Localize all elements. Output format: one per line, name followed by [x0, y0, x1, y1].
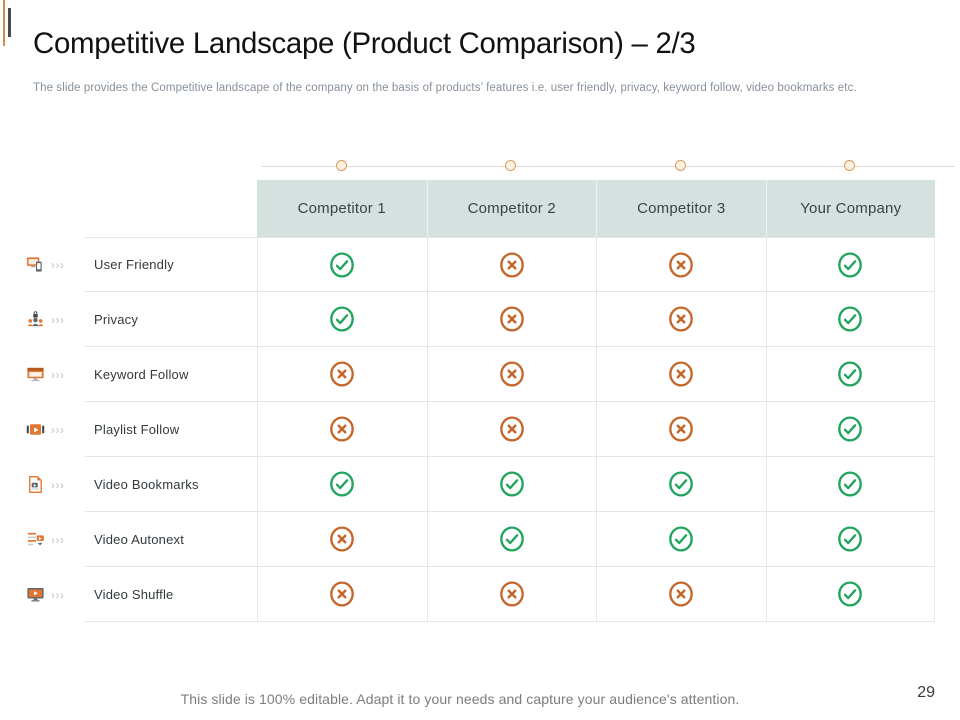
feature-icon-cell: ›››	[20, 512, 85, 567]
page-number: 29	[917, 684, 935, 701]
check-icon	[257, 292, 427, 347]
feature-label: Video Shuffle	[85, 567, 257, 622]
check-icon	[765, 237, 935, 292]
check-icon	[765, 292, 935, 347]
keyword-follow-icon	[26, 365, 45, 384]
timeline-circle	[675, 160, 686, 171]
feature-label: Playlist Follow	[85, 402, 257, 457]
chevrons-icon: ›››	[51, 532, 65, 547]
check-icon	[765, 512, 935, 567]
feature-icon-cell: ›››	[20, 402, 85, 457]
cross-icon	[426, 237, 596, 292]
cross-icon	[426, 292, 596, 347]
cross-icon	[596, 237, 766, 292]
feature-label: User Friendly	[85, 237, 257, 292]
playlist-follow-icon	[26, 420, 45, 439]
feature-icon-cell: ›››	[20, 237, 85, 292]
cross-icon	[257, 512, 427, 567]
video-shuffle-icon	[26, 585, 45, 604]
check-icon	[596, 457, 766, 512]
cross-icon	[426, 347, 596, 402]
chevrons-icon: ›››	[51, 312, 65, 327]
check-icon	[257, 237, 427, 292]
timeline-line	[262, 166, 955, 167]
chevrons-icon: ›››	[51, 587, 65, 602]
accent-bar-dark	[8, 8, 11, 37]
feature-label: Video Autonext	[85, 512, 257, 567]
column-header-your-company: Your Company	[765, 180, 935, 237]
cross-icon	[257, 347, 427, 402]
feature-icon-cell: ›››	[20, 292, 85, 347]
column-header-competitor-3: Competitor 3	[596, 180, 766, 237]
check-icon	[765, 402, 935, 457]
chevrons-icon: ›››	[51, 422, 65, 437]
footer-note: This slide is 100% editable. Adapt it to…	[180, 691, 740, 707]
page-title: Competitive Landscape (Product Compariso…	[33, 27, 696, 60]
check-icon	[765, 457, 935, 512]
timeline-circle	[844, 160, 855, 171]
cross-icon	[426, 402, 596, 457]
privacy-icon	[26, 310, 45, 329]
check-icon	[426, 512, 596, 567]
cross-icon	[596, 347, 766, 402]
check-icon	[596, 512, 766, 567]
cross-icon	[426, 567, 596, 622]
user-friendly-icon	[26, 255, 45, 274]
check-icon	[765, 567, 935, 622]
cross-icon	[596, 292, 766, 347]
cross-icon	[596, 567, 766, 622]
feature-icon-cell: ›››	[20, 347, 85, 402]
chevrons-icon: ›››	[51, 367, 65, 382]
slide-subtitle: The slide provides the Competitive lands…	[33, 82, 857, 94]
cross-icon	[257, 567, 427, 622]
check-icon	[426, 457, 596, 512]
feature-icon-cell: ›››	[20, 567, 85, 622]
feature-label: Video Bookmarks	[85, 457, 257, 512]
comparison-table: Competitor 1 Competitor 2 Competitor 3 Y…	[20, 180, 935, 622]
check-icon	[257, 457, 427, 512]
header-spacer	[20, 180, 85, 237]
header-spacer	[85, 180, 257, 237]
column-header-competitor-2: Competitor 2	[426, 180, 596, 237]
feature-icon-cell: ›››	[20, 457, 85, 512]
feature-label: Privacy	[85, 292, 257, 347]
timeline-circle	[505, 160, 516, 171]
video-bookmarks-icon	[26, 475, 45, 494]
feature-label: Keyword Follow	[85, 347, 257, 402]
video-autonext-icon	[26, 530, 45, 549]
accent-bar-orange	[3, 0, 5, 46]
cross-icon	[596, 402, 766, 457]
check-icon	[765, 347, 935, 402]
column-header-competitor-1: Competitor 1	[257, 180, 427, 237]
timeline-circle	[336, 160, 347, 171]
cross-icon	[257, 402, 427, 457]
chevrons-icon: ›››	[51, 477, 65, 492]
chevrons-icon: ›››	[51, 257, 65, 272]
